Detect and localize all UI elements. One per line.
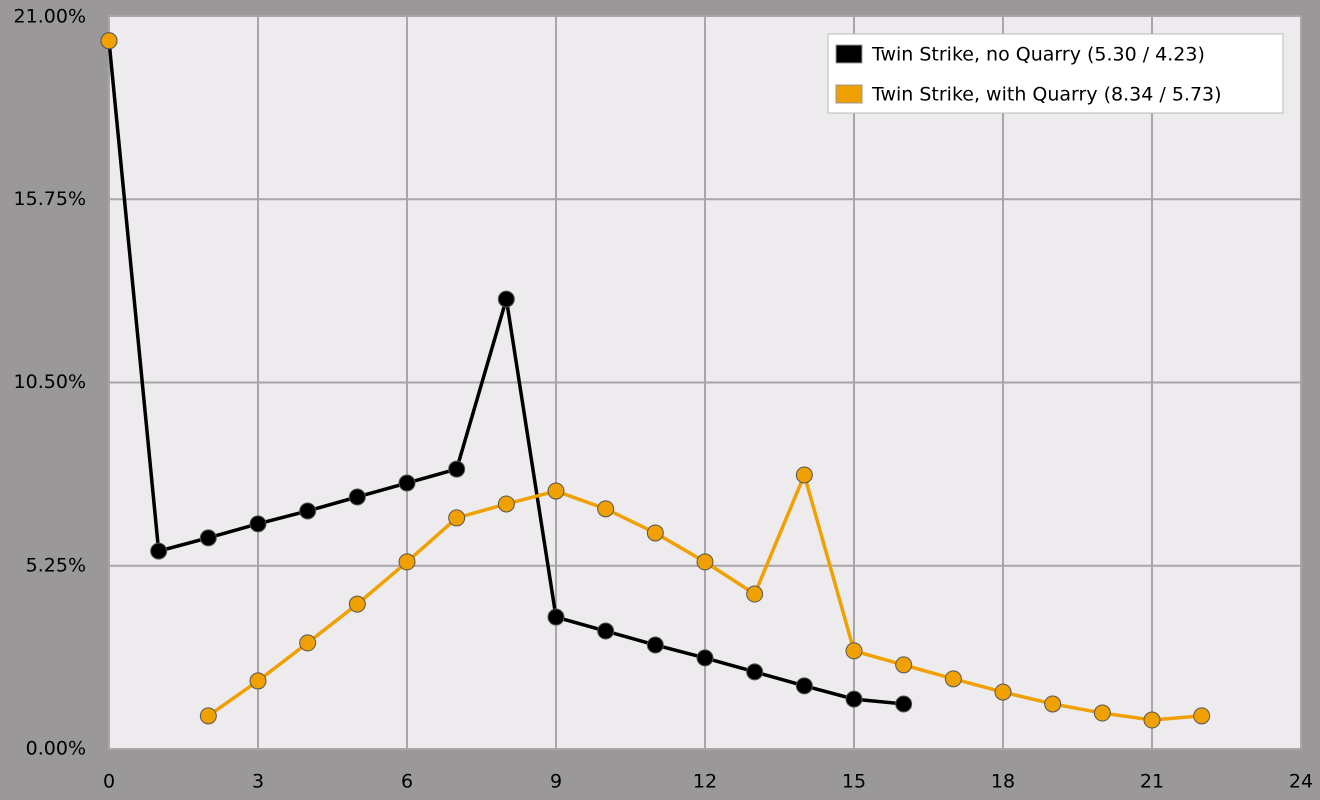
- data-point: [1143, 711, 1161, 729]
- data-point: [1193, 707, 1211, 725]
- series: [100, 32, 913, 713]
- data-point: [547, 608, 565, 626]
- data-point: [795, 677, 813, 695]
- y-tick-label: 5.25%: [26, 554, 86, 576]
- data-point: [845, 642, 863, 660]
- data-point: [597, 622, 615, 640]
- x-tick-label: 6: [401, 771, 413, 793]
- data-point: [398, 474, 416, 492]
- data-point: [895, 695, 913, 713]
- data-point: [249, 515, 267, 533]
- legend-box: [827, 33, 1284, 114]
- data-point: [795, 466, 813, 484]
- y-tick-label: 21.00%: [14, 6, 86, 28]
- y-tick-label: 10.50%: [14, 371, 86, 393]
- data-point: [597, 500, 615, 518]
- data-point: [100, 32, 118, 50]
- data-point: [845, 690, 863, 708]
- data-point: [1093, 704, 1111, 722]
- data-point: [249, 672, 267, 690]
- data-point: [448, 509, 466, 527]
- x-tick-label: 12: [693, 771, 717, 793]
- x-tick-label: 9: [550, 771, 562, 793]
- data-point: [696, 553, 714, 571]
- y-tick-label: 15.75%: [14, 188, 86, 210]
- data-point: [398, 553, 416, 571]
- legend: Twin Strike, no Quarry (5.30 / 4.23) Twin…: [827, 33, 1284, 114]
- data-point: [497, 495, 515, 513]
- series: [100, 32, 1211, 729]
- data-point: [994, 683, 1012, 701]
- data-point: [646, 636, 664, 654]
- data-point: [895, 656, 913, 674]
- data-point: [746, 663, 764, 681]
- data-point: [497, 290, 515, 308]
- data-point: [547, 482, 565, 500]
- legend-swatch: [835, 44, 863, 64]
- data-point: [348, 488, 366, 506]
- data-point: [199, 707, 217, 725]
- data-point: [944, 670, 962, 688]
- x-tick-label: 15: [842, 771, 866, 793]
- data-point: [299, 634, 317, 652]
- legend-label: Twin Strike, no Quarry (5.30 / 4.23): [871, 44, 1205, 66]
- x-tick-label: 24: [1289, 771, 1313, 793]
- x-tick-label: 18: [991, 771, 1015, 793]
- data-point: [646, 524, 664, 542]
- data-point: [1044, 695, 1062, 713]
- x-tick-label: 3: [252, 771, 264, 793]
- data-point: [348, 595, 366, 613]
- data-point: [746, 585, 764, 603]
- y-tick-label: 0.00%: [26, 738, 86, 760]
- data-point: [696, 649, 714, 667]
- data-point: [448, 460, 466, 478]
- data-point: [150, 542, 168, 560]
- legend-swatch: [835, 84, 863, 104]
- data-point: [299, 502, 317, 520]
- data-point: [199, 529, 217, 547]
- x-tick-label: 21: [1140, 771, 1164, 793]
- legend-label: Twin Strike, with Quarry (8.34 / 5.73): [871, 84, 1222, 106]
- x-tick-label: 0: [103, 771, 115, 793]
